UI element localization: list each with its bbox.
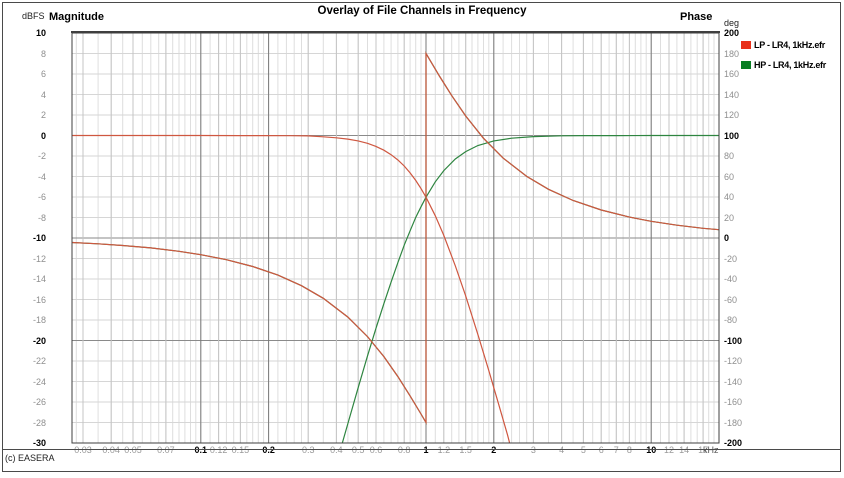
frequency-tick-label: 8 [626,445,632,455]
magnitude-tick-label: -12 [32,253,46,264]
phase-tick-label: 80 [724,151,735,161]
frequency-tick-label: 0.05 [124,445,142,455]
phase-tick-label: 100 [724,130,740,141]
frequency-tick-label: 14 [679,445,690,455]
phase-tick-label: 20 [724,212,735,223]
phase-tick-label: -180 [724,417,743,428]
phase-tick-label: 0 [724,233,730,243]
frequency-tick-label: 0.03 [74,445,92,455]
hp-legend-label: HP - LR4, 1kHz.efr [754,60,826,70]
phase-tick-label: 180 [724,48,740,59]
phase-tick-label: -120 [724,356,743,366]
frequency-tick-label: 3 [530,445,536,455]
phase-tick-label: 200 [724,28,740,38]
magnitude-tick-label: -2 [37,151,46,161]
magnitude-tick-label: -30 [32,438,46,448]
magnitude-tick-label: -26 [32,397,46,407]
frequency-tick-label: 0.2 [262,445,275,455]
frequency-tick-label: 17 [698,445,709,455]
phase-tick-label: 40 [724,192,735,202]
magnitude-tick-label: 0 [40,130,46,141]
frequency-tick-label: 6 [598,445,604,455]
phase-tick-label: -160 [724,397,743,407]
phase-tick-label: -80 [724,315,738,325]
magnitude-tick-label: -6 [37,192,46,202]
phase-tick-label: 140 [724,89,740,100]
phase-axis-title: Phase [680,11,713,23]
window-border [2,2,841,472]
magnitude-axis-title: Magnitude [49,11,104,23]
magnitude-tick-label: -4 [37,171,46,182]
lp-legend-swatch [741,41,751,49]
frequency-tick-label: 12 [664,445,675,455]
frequency-tick-label: 0.12 [209,445,228,455]
magnitude-tick-label: -14 [32,274,46,284]
frequency-tick-label: 0.8 [397,445,411,455]
frequency-tick-label: 1.5 [459,445,472,455]
legend: LP - LR4, 1kHz.efr HP - LR4, 1kHz.efr [741,40,826,80]
magnitude-tick-label: -22 [32,356,46,366]
phase-tick-label: -40 [724,274,738,284]
frequency-tick-label: 4 [559,445,565,455]
frequency-tick-label: 0.1 [194,445,208,455]
chart-title: Overlay of File Channels in Frequency [317,5,527,17]
magnitude-tick-label: -8 [37,212,46,223]
phase-tick-label: 160 [724,69,740,79]
magnitude-tick-label: -28 [32,417,46,428]
phase-tick-label: 60 [724,171,735,182]
frequency-tick-label: 0.04 [102,445,120,455]
frequency-tick-label: 1 [423,445,429,455]
frequency-tick-label: 5 [580,445,586,455]
phase-tick-label: -200 [724,438,743,448]
phase-tick-label: -100 [724,335,743,346]
magnitude-tick-label: -20 [32,335,46,346]
hp-legend-swatch [741,61,751,69]
legend-item-hp[interactable]: HP - LR4, 1kHz.efr [741,60,826,70]
magnitude-tick-label: 10 [35,28,46,38]
frequency-tick-label: 1.2 [437,445,451,455]
phase-tick-label: -140 [724,376,743,387]
footer-divider [3,449,840,450]
magnitude-tick-label: -18 [32,315,46,325]
magnitude-tick-label: 8 [40,48,46,59]
frequency-tick-label: 2 [491,445,497,455]
magnitude-tick-label: 4 [40,89,46,100]
magnitude-tick-label: -10 [32,233,46,243]
frequency-tick-label: 0.4 [330,445,343,455]
lp-legend-label: LP - LR4, 1kHz.efr [754,40,825,50]
frequency-tick-label: 0.3 [301,445,315,455]
x-axis-unit-label: kHz [703,445,719,455]
left-axis-unit-label: dBFS [22,11,45,21]
right-axis-unit-label: deg [724,18,740,28]
phase-tick-label: -60 [724,294,738,305]
legend-item-lp[interactable]: LP - LR4, 1kHz.efr [741,40,826,50]
frequency-tick-label: 7 [613,445,619,455]
frequency-tick-label: 0.5 [351,445,365,455]
frequency-tick-label: 0.6 [369,445,383,455]
magnitude-tick-label: -24 [32,376,46,387]
phase-tick-label: 120 [724,110,740,120]
copyright-label: (c) EASERA [5,453,55,463]
frequency-tick-label: 0.07 [157,445,175,455]
phase-tick-label: -20 [724,253,738,264]
magnitude-tick-label: 6 [40,69,46,79]
frequency-tick-label: 0.15 [231,445,250,455]
magnitude-tick-label: -16 [32,294,46,305]
magnitude-tick-label: 2 [40,110,46,120]
frequency-tick-label: 10 [646,445,657,455]
